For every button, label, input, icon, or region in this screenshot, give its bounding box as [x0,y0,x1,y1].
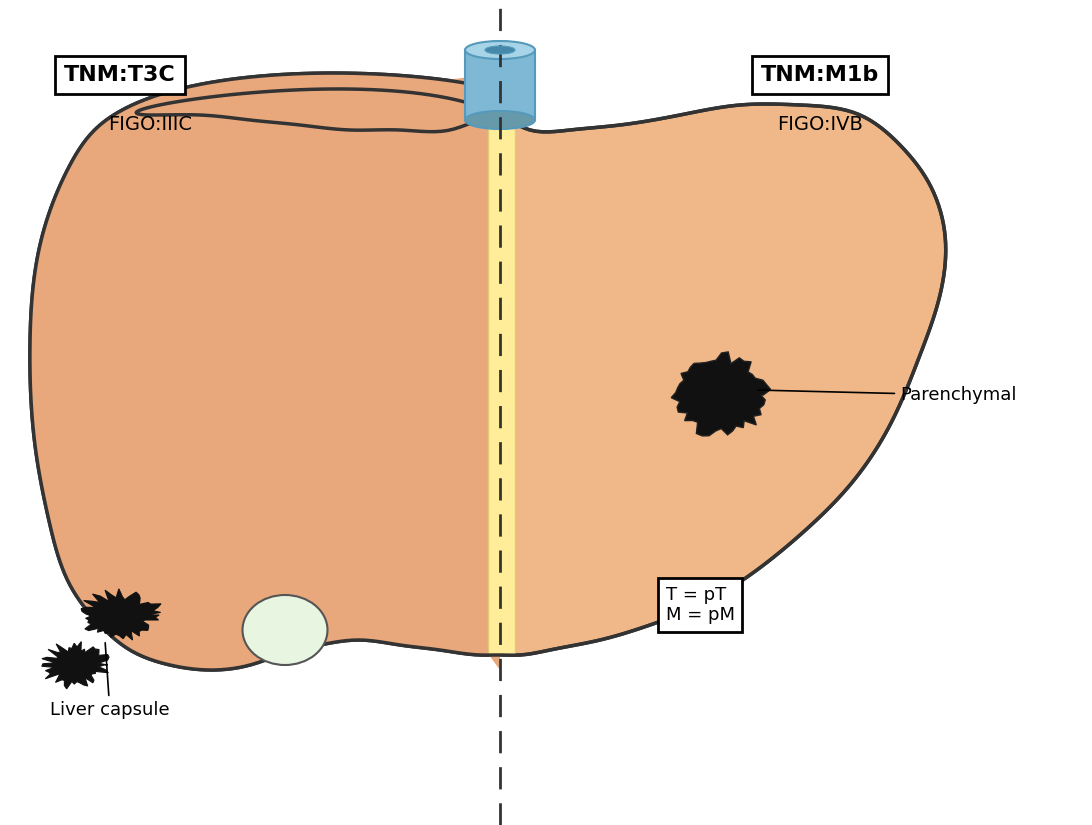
Ellipse shape [242,595,328,665]
Text: T = pT
M = pM: T = pT M = pM [665,586,735,625]
Text: TNM:M1b: TNM:M1b [761,65,879,85]
Polygon shape [465,50,535,120]
Polygon shape [29,73,500,670]
Polygon shape [81,589,161,640]
Polygon shape [672,352,771,436]
Text: TNM:T3C: TNM:T3C [64,65,176,85]
Polygon shape [488,115,515,655]
Text: FIGO:IIIC: FIGO:IIIC [108,116,192,134]
Polygon shape [41,642,109,689]
Polygon shape [29,73,946,670]
Ellipse shape [485,46,515,54]
Text: Liver capsule: Liver capsule [50,643,169,719]
Text: FIGO:IVB: FIGO:IVB [778,116,863,134]
Ellipse shape [465,111,535,129]
Ellipse shape [465,41,535,59]
Text: Parenchymal: Parenchymal [758,386,1017,404]
